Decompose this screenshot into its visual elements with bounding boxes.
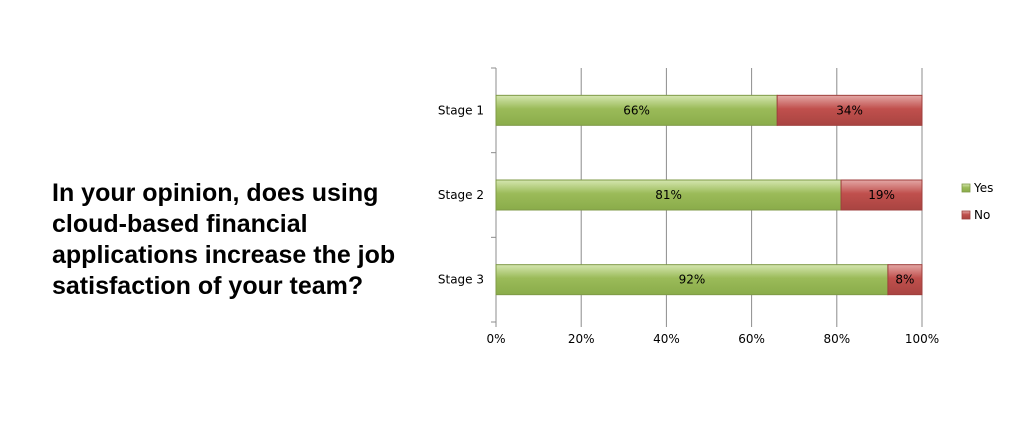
data-label: 92% [679,273,706,287]
y-category-label: Stage 2 [438,188,484,202]
bar-yes [495,179,842,211]
x-tick-label: 100% [905,332,939,346]
x-tick-label: 60% [738,332,765,346]
bar-yes [495,264,889,296]
x-tick-label: 40% [653,332,680,346]
y-category-label: Stage 3 [438,273,484,287]
legend-swatch-yes [961,183,971,193]
legend-swatch-no [961,210,971,220]
bar-no [887,264,923,296]
data-label: 19% [868,188,895,202]
y-category-label: Stage 1 [438,103,484,117]
bar-no [776,94,923,126]
x-tick-label: 0% [486,332,505,346]
data-label: 34% [836,103,863,117]
x-tick-label: 20% [568,332,595,346]
data-label: 8% [895,273,914,287]
question-title: In your opinion, does using cloud-based … [52,179,396,300]
data-label: 81% [655,188,682,202]
legend-label: No [974,208,990,222]
legend-label: Yes [973,181,993,195]
data-label: 66% [623,103,650,117]
x-tick-label: 80% [823,332,850,346]
bar-no [840,179,923,211]
